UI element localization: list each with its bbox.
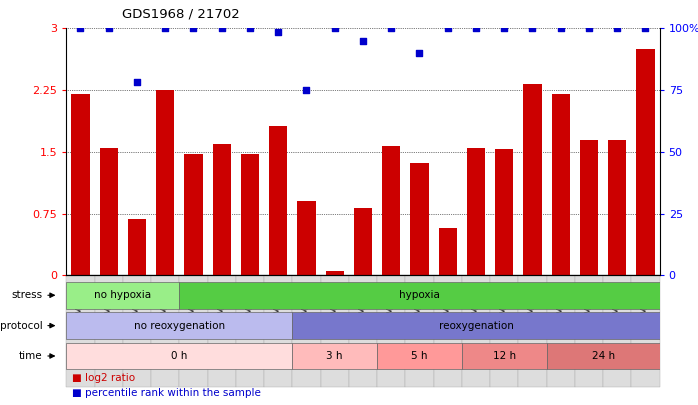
Bar: [66, 275, 94, 386]
Text: reoxygenation: reoxygenation: [438, 321, 514, 330]
Bar: [467, 148, 485, 275]
Point: [357, 38, 369, 44]
Bar: [71, 94, 89, 275]
Bar: [264, 275, 292, 386]
Bar: [603, 275, 632, 386]
Bar: [269, 126, 288, 275]
Bar: [637, 49, 655, 275]
Bar: [66, 282, 179, 309]
Point: [611, 25, 623, 32]
Bar: [123, 275, 151, 386]
Point: [216, 25, 228, 32]
Bar: [632, 275, 660, 386]
Bar: [66, 343, 292, 369]
Bar: [377, 343, 462, 369]
Bar: [575, 275, 603, 386]
Point: [498, 25, 510, 32]
Point: [329, 25, 341, 32]
Bar: [354, 208, 372, 275]
Bar: [212, 144, 231, 275]
Point: [301, 87, 312, 94]
Bar: [519, 275, 547, 386]
Bar: [179, 282, 660, 309]
Text: 24 h: 24 h: [591, 351, 615, 361]
Bar: [438, 228, 457, 275]
Bar: [406, 275, 433, 386]
Text: stress: stress: [11, 290, 43, 300]
Bar: [377, 275, 406, 386]
Bar: [66, 312, 292, 339]
Text: time: time: [19, 351, 43, 361]
Bar: [382, 146, 401, 275]
Point: [188, 25, 199, 32]
Point: [273, 29, 284, 36]
Text: protocol: protocol: [0, 321, 43, 330]
Bar: [551, 94, 570, 275]
Bar: [410, 162, 429, 275]
Point: [385, 25, 396, 32]
Bar: [207, 275, 236, 386]
Point: [527, 25, 538, 32]
Bar: [495, 149, 514, 275]
Bar: [325, 271, 344, 275]
Text: GDS1968 / 21702: GDS1968 / 21702: [122, 7, 240, 20]
Text: 0 h: 0 h: [171, 351, 188, 361]
Point: [414, 50, 425, 56]
Bar: [349, 275, 377, 386]
Text: ■ log2 ratio: ■ log2 ratio: [73, 373, 135, 383]
Bar: [292, 275, 320, 386]
Point: [103, 25, 114, 32]
Bar: [292, 312, 660, 339]
Bar: [236, 275, 264, 386]
Text: 12 h: 12 h: [493, 351, 516, 361]
Bar: [156, 90, 174, 275]
Bar: [433, 275, 462, 386]
Bar: [490, 275, 519, 386]
Text: ■ percentile rank within the sample: ■ percentile rank within the sample: [73, 388, 261, 399]
Point: [75, 25, 86, 32]
Point: [244, 25, 255, 32]
Bar: [524, 84, 542, 275]
Bar: [179, 275, 207, 386]
Bar: [580, 140, 598, 275]
Bar: [462, 343, 547, 369]
Point: [442, 25, 453, 32]
Text: 5 h: 5 h: [411, 351, 428, 361]
Bar: [320, 275, 349, 386]
Bar: [547, 275, 575, 386]
Bar: [151, 275, 179, 386]
Bar: [94, 275, 123, 386]
Point: [640, 25, 651, 32]
Bar: [462, 275, 490, 386]
Bar: [297, 201, 315, 275]
Point: [470, 25, 482, 32]
Bar: [547, 343, 660, 369]
Point: [555, 25, 566, 32]
Bar: [128, 220, 146, 275]
Bar: [241, 154, 259, 275]
Text: 3 h: 3 h: [327, 351, 343, 361]
Text: no reoxygenation: no reoxygenation: [134, 321, 225, 330]
Point: [131, 79, 142, 85]
Bar: [608, 140, 626, 275]
Bar: [184, 153, 202, 275]
Text: no hypoxia: no hypoxia: [94, 290, 151, 300]
Point: [584, 25, 595, 32]
Point: [160, 25, 171, 32]
Bar: [292, 343, 377, 369]
Bar: [100, 148, 118, 275]
Text: hypoxia: hypoxia: [399, 290, 440, 300]
